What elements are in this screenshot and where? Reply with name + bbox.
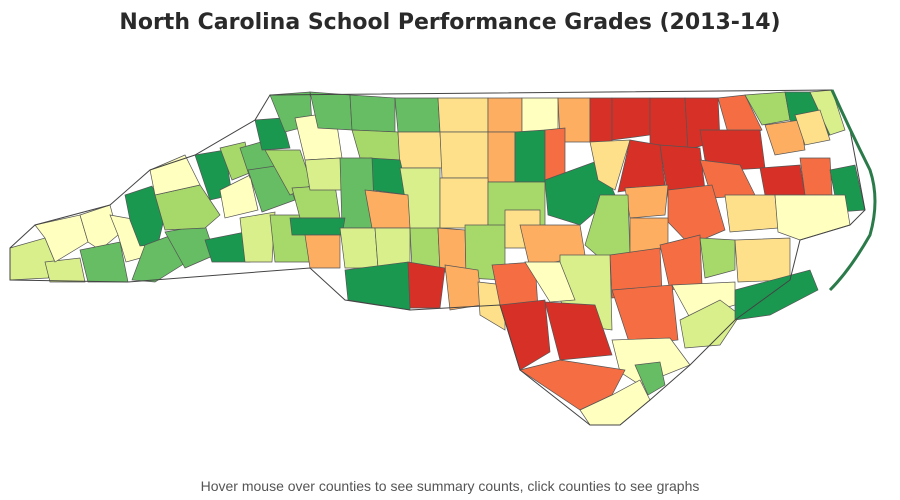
- county[interactable]: [254, 117, 291, 151]
- map-title: North Carolina School Performance Grades…: [119, 10, 781, 35]
- county[interactable]: [544, 301, 613, 361]
- county[interactable]: [649, 97, 689, 151]
- county[interactable]: [487, 131, 516, 183]
- outer-banks: [828, 89, 877, 292]
- county[interactable]: [764, 119, 806, 156]
- county[interactable]: [521, 97, 559, 133]
- county[interactable]: [774, 194, 851, 241]
- footer-instructions: Hover mouse over counties to see summary…: [200, 478, 700, 494]
- county[interactable]: [351, 129, 401, 161]
- county[interactable]: [717, 94, 763, 141]
- county[interactable]: [34, 214, 89, 263]
- county[interactable]: [439, 131, 489, 179]
- county[interactable]: [659, 234, 703, 291]
- county[interactable]: [374, 227, 411, 269]
- county[interactable]: [394, 97, 441, 133]
- county[interactable]: [437, 227, 467, 273]
- county[interactable]: [487, 97, 523, 133]
- county[interactable]: [364, 189, 411, 229]
- county[interactable]: [734, 237, 791, 283]
- county[interactable]: [514, 129, 546, 183]
- county[interactable]: [589, 139, 631, 191]
- county[interactable]: [499, 299, 551, 371]
- county[interactable]: [439, 177, 489, 229]
- county[interactable]: [219, 174, 259, 219]
- county[interactable]: [667, 184, 726, 246]
- county[interactable]: [799, 157, 833, 196]
- county[interactable]: [239, 211, 276, 263]
- county[interactable]: [79, 241, 129, 283]
- county[interactable]: [397, 131, 443, 169]
- county[interactable]: [734, 269, 819, 321]
- county[interactable]: [611, 97, 651, 141]
- county[interactable]: [349, 94, 396, 133]
- county[interactable]: [724, 194, 779, 233]
- county[interactable]: [611, 337, 691, 386]
- county[interactable]: [289, 217, 346, 236]
- county[interactable]: [304, 157, 346, 191]
- state-outline: [9, 89, 866, 426]
- county[interactable]: [611, 284, 679, 346]
- county[interactable]: [679, 299, 741, 349]
- county[interactable]: [444, 264, 483, 311]
- county[interactable]: [339, 227, 379, 269]
- county[interactable]: [634, 361, 666, 396]
- county[interactable]: [407, 261, 446, 309]
- county[interactable]: [699, 129, 766, 171]
- county[interactable]: [519, 359, 626, 411]
- county[interactable]: [344, 261, 411, 311]
- county[interactable]: [794, 109, 831, 146]
- county[interactable]: [149, 154, 201, 196]
- county-group-east: [499, 89, 866, 426]
- county[interactable]: [44, 257, 86, 283]
- county-group-west: [9, 91, 346, 283]
- county[interactable]: [524, 261, 576, 303]
- county-group-central: [289, 91, 616, 331]
- county[interactable]: [589, 97, 613, 143]
- county[interactable]: [624, 184, 669, 219]
- county[interactable]: [304, 234, 341, 269]
- county[interactable]: [699, 237, 736, 279]
- county[interactable]: [759, 164, 806, 196]
- county[interactable]: [437, 97, 489, 133]
